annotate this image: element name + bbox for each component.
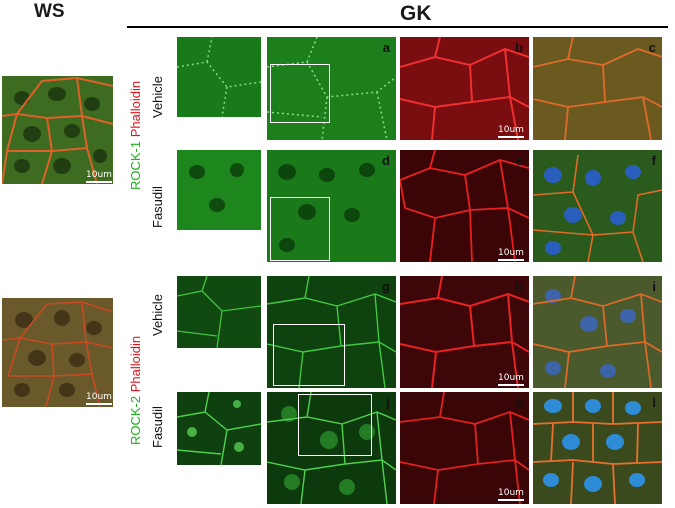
panel-letter-d: d: [382, 153, 390, 168]
panel-e: e 10um: [400, 150, 529, 262]
panel-letter-k: k: [515, 395, 523, 410]
panel-k: k 10um: [400, 392, 529, 504]
inset-g: [177, 276, 261, 348]
panel-letter-f: f: [651, 153, 656, 168]
panel-h: h 10um: [400, 276, 529, 388]
rock2-stain-label: ROCK-2 Phalloidin: [128, 335, 143, 445]
vehicle-label-1: Vehicle: [150, 76, 165, 118]
panel-letter-a: a: [382, 40, 390, 55]
zoom-box-a: [270, 64, 330, 123]
panel-j: j: [267, 392, 396, 504]
zoom-box-j: [298, 394, 372, 456]
scale-bar-k: 10um: [498, 488, 524, 501]
panel-d: d: [267, 150, 396, 262]
panel-letter-i: i: [652, 279, 656, 294]
panel-letter-c: c: [648, 40, 656, 55]
panel-letter-b: b: [515, 40, 523, 55]
panel-i: i: [533, 276, 662, 388]
panel-l: l: [533, 392, 662, 504]
panel-c: c: [533, 37, 662, 140]
scale-bar-h: 10um: [498, 373, 524, 386]
panel-a: a: [267, 37, 396, 140]
scale-bar-ws-2: 10um: [86, 392, 112, 405]
scale-bar-ws-1: 10um: [86, 170, 112, 183]
ws-header: WS: [34, 1, 65, 22]
panel-letter-j: j: [386, 395, 390, 410]
panel-g: g: [267, 276, 396, 388]
zoom-box-g: [273, 324, 345, 386]
ws-rock1-merge-image: 10um: [2, 76, 113, 184]
zoom-box-d: [270, 197, 330, 261]
ws-rock2-merge-image: 10um: [2, 298, 113, 407]
rock1-stain-label: ROCK-1 Phalloidin: [128, 80, 143, 190]
fasudil-label-2: Fasudil: [150, 406, 165, 448]
panel-b: b 10um: [400, 37, 529, 140]
panel-letter-e: e: [515, 153, 523, 168]
fasudil-label-1: Fasudil: [150, 186, 165, 228]
scale-bar-b: 10um: [498, 125, 524, 138]
gk-header-rule: [127, 26, 668, 28]
inset-j: [177, 392, 261, 465]
vehicle-label-2: Vehicle: [150, 294, 165, 336]
panel-f: f: [533, 150, 662, 262]
panel-letter-h: h: [515, 279, 523, 294]
panel-letter-g: g: [382, 279, 390, 294]
panel-letter-l: l: [652, 395, 656, 410]
inset-d: [177, 150, 261, 230]
inset-a: [177, 37, 261, 117]
scale-bar-e: 10um: [498, 248, 524, 261]
gk-header: GK: [400, 2, 432, 25]
